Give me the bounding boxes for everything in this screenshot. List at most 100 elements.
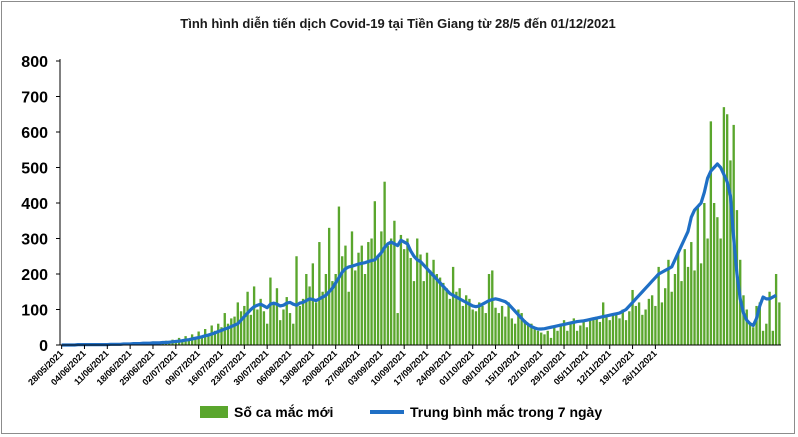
bar-mark: [761, 330, 765, 345]
y-tick-label: 600: [21, 125, 48, 142]
legend-bar-swatch: [200, 406, 228, 418]
bar-mark: [530, 323, 533, 345]
bar-mark: [432, 259, 435, 345]
bar-mark: [383, 181, 386, 345]
bar-mark: [722, 107, 726, 346]
y-tick-label: 800: [21, 54, 48, 71]
bar-mark: [285, 297, 288, 345]
bar-mark: [716, 217, 719, 345]
bar-mark: [438, 277, 442, 345]
bar-mark: [370, 238, 373, 345]
bar-mark: [471, 309, 474, 345]
bar-mark: [618, 318, 621, 346]
bar-mark: [344, 245, 347, 345]
bar-mark: [279, 320, 282, 345]
bar-mark: [409, 258, 412, 345]
bar-mark: [680, 281, 683, 345]
bar-mark: [455, 291, 458, 345]
bar-mark: [239, 311, 243, 345]
bar-mark: [341, 256, 344, 345]
bar-mark: [641, 314, 644, 345]
bar-mark: [220, 327, 223, 345]
bar-mark: [262, 311, 266, 345]
bar-mark: [699, 263, 703, 345]
bar-mark: [233, 316, 236, 345]
line-series-7day-average: [61, 162, 777, 347]
bar-mark: [429, 270, 432, 345]
bar-mark: [442, 282, 445, 346]
bar-mark: [246, 291, 249, 345]
bar-mark: [422, 281, 425, 345]
bar-mark: [386, 245, 390, 345]
bar-mark: [540, 332, 543, 345]
bar-mark: [644, 309, 647, 345]
bar-mark: [256, 309, 259, 345]
bar-mark: [298, 305, 301, 345]
bar-mark: [566, 330, 569, 345]
bar-mark: [592, 318, 595, 346]
bar-mark: [181, 340, 184, 345]
bar-mark: [615, 313, 618, 345]
legend-bars: Số ca mắc mới: [200, 404, 333, 420]
bar-mark: [305, 274, 308, 345]
legend-line-label: Trung bình mắc trong 7 ngày: [410, 404, 603, 420]
bar-mark: [393, 220, 396, 345]
bar-mark: [334, 274, 337, 345]
bar-mark: [690, 242, 693, 345]
bar-mark: [497, 313, 500, 345]
legend-bar-label: Số ca mắc mới: [234, 404, 334, 420]
bar-mark: [354, 270, 357, 345]
bar-mark: [308, 286, 311, 345]
bar-mark: [347, 291, 350, 345]
bar-mark: [559, 323, 562, 345]
bar-mark: [706, 238, 709, 345]
bar-mark: [605, 316, 608, 345]
bar-mark: [292, 323, 295, 345]
bar-mark: [419, 254, 422, 345]
bar-mark: [174, 342, 177, 345]
bar-mark: [217, 323, 220, 345]
bar-mark: [729, 160, 732, 345]
bar-mark: [696, 206, 699, 345]
bar-mark: [664, 288, 667, 345]
bar-mark: [774, 274, 778, 345]
bar-mark: [703, 203, 706, 345]
bar-mark: [494, 307, 497, 345]
bar-mark: [376, 256, 380, 345]
bar-mark: [187, 339, 191, 345]
bar-mark: [321, 291, 324, 345]
bar-mark: [507, 302, 510, 345]
bar-mark: [451, 266, 455, 345]
bar-mark: [582, 321, 585, 345]
bar-mark: [350, 231, 354, 345]
bar-mark: [481, 305, 484, 345]
bar-mark: [768, 291, 771, 345]
bar-mark: [363, 274, 367, 345]
bar-mark: [275, 288, 279, 345]
bar-mark: [546, 330, 549, 345]
bar-mark: [272, 302, 275, 345]
bar-mark: [500, 305, 504, 345]
bar-mark: [693, 270, 696, 345]
bar-mark: [686, 266, 690, 345]
bar-mark: [533, 327, 536, 345]
bar-mark: [562, 320, 566, 345]
legend-line: Trung bình mắc trong 7 ngày: [370, 404, 602, 420]
bar-mark: [301, 298, 305, 345]
chart-title: Tình hình diễn tiến dịch Covid-19 tại Ti…: [180, 16, 616, 31]
bar-mark: [726, 114, 729, 345]
bar-mark: [461, 305, 465, 345]
bar-mark: [504, 316, 507, 345]
bar-mark: [517, 309, 520, 345]
bar-mark: [252, 286, 256, 345]
y-tick-label: 300: [21, 232, 48, 249]
bar-mark: [595, 316, 598, 345]
bar-mark: [357, 252, 360, 345]
bar-mark: [458, 288, 461, 345]
bar-mark: [553, 327, 556, 345]
y-tick-label: 100: [21, 303, 48, 320]
bar-mark: [510, 318, 514, 346]
bar-mark: [778, 302, 781, 345]
bar-mark: [543, 334, 546, 345]
bar-mark: [657, 266, 660, 345]
